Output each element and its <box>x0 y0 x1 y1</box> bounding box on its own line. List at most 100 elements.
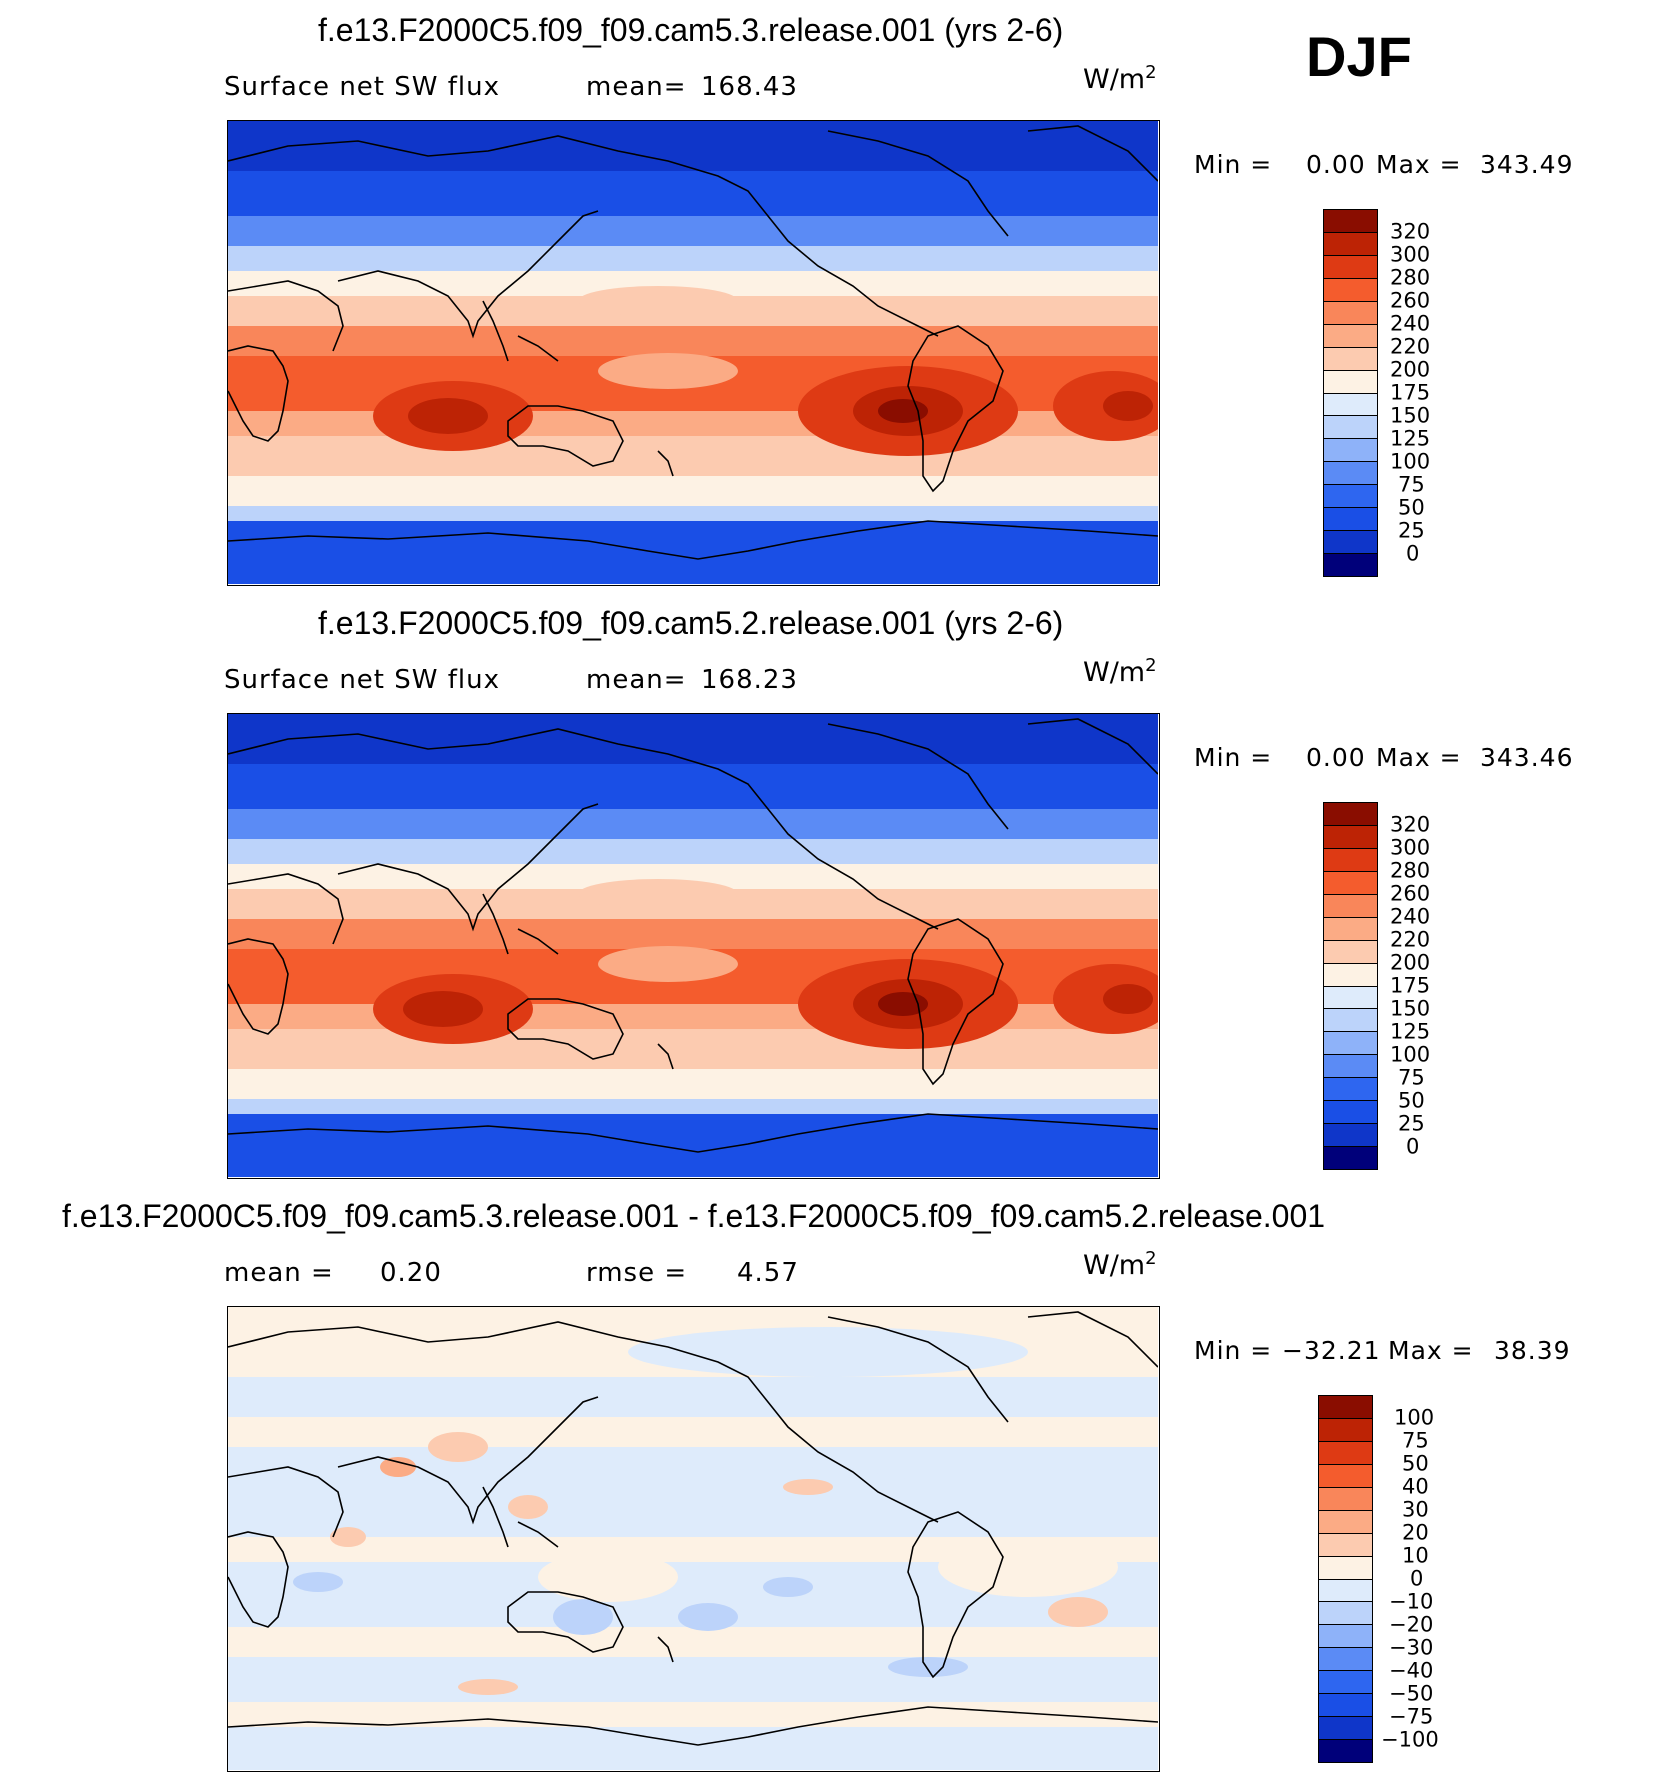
panel2-units: W/m2 <box>1083 655 1157 688</box>
colorbar-swatch <box>1324 232 1377 256</box>
panel1-colorbar-tick: 50 <box>1398 495 1425 520</box>
panel3-map <box>227 1306 1160 1772</box>
panel1-colorbar <box>1323 209 1378 577</box>
colorbar-swatch <box>1319 1418 1372 1442</box>
panel3-colorbar-tick: −20 <box>1389 1612 1434 1637</box>
panel1-colorbar-tick: 100 <box>1390 449 1431 474</box>
colorbar-swatch <box>1324 416 1377 440</box>
panel2-max-value: 343.46 <box>1480 743 1574 772</box>
colorbar-swatch <box>1324 1009 1377 1033</box>
panel3-mean-label: mean = <box>224 1258 334 1288</box>
panel2-colorbar-tick: 50 <box>1398 1088 1425 1113</box>
colorbar-swatch <box>1324 439 1377 463</box>
panel1-colorbar-tick: 220 <box>1390 334 1431 359</box>
panel1-colorbar-tick: 260 <box>1390 288 1431 313</box>
panel3-colorbar-tick: 10 <box>1402 1543 1429 1568</box>
panel1-map-field <box>228 121 1158 584</box>
panel3-colorbar-tick: −100 <box>1381 1727 1439 1752</box>
panel2-colorbar <box>1323 802 1378 1170</box>
panel3-colorbar <box>1318 1395 1373 1763</box>
colorbar-swatch <box>1324 1055 1377 1079</box>
panel1-units: W/m2 <box>1083 62 1157 95</box>
colorbar-swatch <box>1319 1579 1372 1603</box>
colorbar-swatch <box>1324 803 1377 826</box>
colorbar-swatch <box>1324 370 1377 394</box>
colorbar-swatch <box>1324 1101 1377 1125</box>
colorbar-swatch <box>1324 347 1377 371</box>
panel1-colorbar-tick: 150 <box>1390 403 1431 428</box>
panel3-rmse-label: rmse = <box>586 1258 688 1288</box>
colorbar-swatch <box>1324 324 1377 348</box>
colorbar-swatch <box>1324 554 1377 576</box>
panel2-colorbar-tick: 240 <box>1390 904 1431 929</box>
colorbar-swatch <box>1324 940 1377 964</box>
panel1-mean-value: 168.43 <box>701 72 798 102</box>
panel3-colorbar-tick: −50 <box>1389 1681 1434 1706</box>
panel3-min-value: −32.21 <box>1282 1336 1381 1365</box>
panel3-colorbar-tick: 100 <box>1394 1405 1435 1430</box>
colorbar-swatch <box>1319 1694 1372 1718</box>
panel2-map-field <box>228 714 1158 1177</box>
panel2-colorbar-tick: 260 <box>1390 881 1431 906</box>
panel1-colorbar-tick: 75 <box>1398 472 1425 497</box>
panel3-colorbar-tick: 30 <box>1402 1497 1429 1522</box>
panel3-colorbar-tick: −30 <box>1389 1635 1434 1660</box>
panel1-max-value: 343.49 <box>1480 150 1574 179</box>
panel3-max-value: 38.39 <box>1494 1336 1571 1365</box>
colorbar-swatch <box>1324 393 1377 417</box>
panel3-map-field <box>228 1307 1158 1770</box>
panel1-colorbar-tick: 25 <box>1398 518 1425 543</box>
colorbar-swatch <box>1324 255 1377 279</box>
panel2-colorbar-tick: 75 <box>1398 1065 1425 1090</box>
colorbar-swatch <box>1319 1648 1372 1672</box>
panel3-colorbar-tick: −10 <box>1389 1589 1434 1614</box>
panel1-colorbar-tick: 320 <box>1390 219 1431 244</box>
panel2-variable-label: Surface net SW flux <box>224 665 500 695</box>
colorbar-swatch <box>1324 1147 1377 1169</box>
panel2-colorbar-tick: 125 <box>1390 1019 1431 1044</box>
colorbar-swatch <box>1324 301 1377 325</box>
colorbar-swatch <box>1319 1441 1372 1465</box>
colorbar-swatch <box>1324 531 1377 555</box>
colorbar-swatch <box>1324 278 1377 302</box>
colorbar-swatch <box>1324 210 1377 233</box>
panel2-mean-label: mean= <box>586 665 687 695</box>
panel2-colorbar-tick: 300 <box>1390 835 1431 860</box>
colorbar-swatch <box>1319 1487 1372 1511</box>
colorbar-swatch <box>1319 1533 1372 1557</box>
panel2-colorbar-tick: 150 <box>1390 996 1431 1021</box>
panel2-colorbar-tick: 200 <box>1390 950 1431 975</box>
panel1-max-label: Max = <box>1376 150 1462 179</box>
colorbar-swatch <box>1324 462 1377 486</box>
panel3-rmse-value: 4.57 <box>737 1258 799 1288</box>
panel3-colorbar-tick: −40 <box>1389 1658 1434 1683</box>
panel2-min-value: 0.00 <box>1306 743 1366 772</box>
panel3-max-label: Max = <box>1388 1336 1474 1365</box>
panel1-colorbar-tick: 280 <box>1390 265 1431 290</box>
colorbar-swatch <box>1324 871 1377 895</box>
panel3-colorbar-tick: 40 <box>1402 1474 1429 1499</box>
colorbar-swatch <box>1324 508 1377 532</box>
panel1-colorbar-tick: 200 <box>1390 357 1431 382</box>
panel2-max-label: Max = <box>1376 743 1462 772</box>
panel1-colorbar-tick: 0 <box>1406 541 1420 566</box>
panel3-colorbar-tick: 20 <box>1402 1520 1429 1545</box>
colorbar-swatch <box>1324 485 1377 509</box>
colorbar-swatch <box>1324 986 1377 1010</box>
colorbar-swatch <box>1319 1671 1372 1695</box>
panel2-title: f.e13.F2000C5.f09_f09.cam5.2.release.001… <box>318 605 1064 641</box>
panel1-title: f.e13.F2000C5.f09_f09.cam5.3.release.001… <box>318 12 1064 48</box>
colorbar-swatch <box>1319 1740 1372 1762</box>
panel2-colorbar-tick: 0 <box>1406 1134 1420 1159</box>
panel3-title: f.e13.F2000C5.f09_f09.cam5.3.release.001… <box>62 1198 1326 1234</box>
colorbar-swatch <box>1319 1625 1372 1649</box>
panel2-colorbar-tick: 175 <box>1390 973 1431 998</box>
panel1-colorbar-tick: 300 <box>1390 242 1431 267</box>
panel3-colorbar-tick: −75 <box>1389 1704 1434 1729</box>
panel1-colorbar-tick: 240 <box>1390 311 1431 336</box>
panel2-colorbar-tick: 100 <box>1390 1042 1431 1067</box>
colorbar-swatch <box>1324 848 1377 872</box>
panel2-colorbar-tick: 220 <box>1390 927 1431 952</box>
panel2-colorbar-tick: 320 <box>1390 812 1431 837</box>
colorbar-swatch <box>1324 894 1377 918</box>
